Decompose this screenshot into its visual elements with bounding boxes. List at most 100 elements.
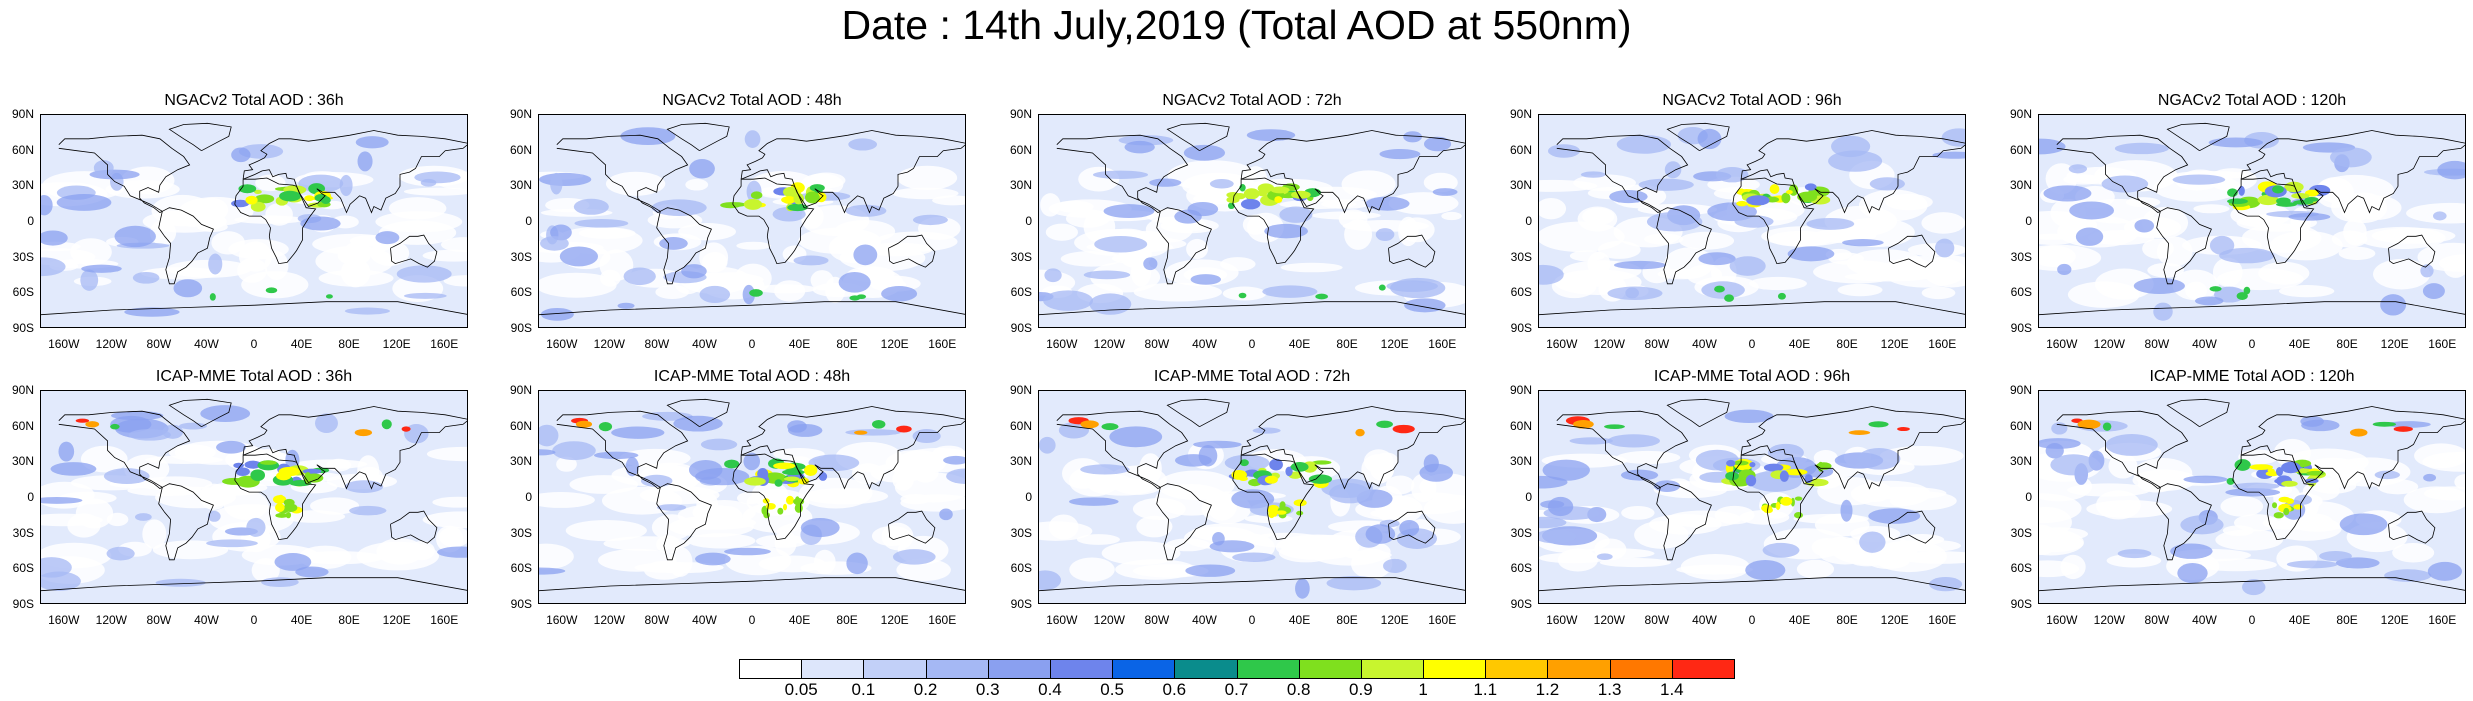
longitude-label: 160W xyxy=(2046,613,2078,627)
aod-smoke-plume xyxy=(2372,421,2397,427)
longitude-label: 40E xyxy=(2288,613,2311,627)
aod-dust-plume xyxy=(244,460,262,469)
aod-map-svg xyxy=(1039,391,1465,603)
aod-moderate-patch xyxy=(838,271,871,293)
aod-moderate-patch xyxy=(1625,287,1639,299)
aod-low-patch xyxy=(1048,514,1079,540)
aod-low-patch xyxy=(2216,268,2304,291)
aod-low-patch xyxy=(1923,255,1965,288)
latitude-label: 60N xyxy=(1509,142,1532,157)
longitude-label: 40W xyxy=(2192,337,2217,351)
aod-moderate-patch xyxy=(787,420,807,433)
aod-low-patch xyxy=(1040,193,1061,217)
aod-moderate-patch xyxy=(939,508,953,521)
longitude-label: 80E xyxy=(1336,337,1358,351)
longitude-label: 160W xyxy=(48,613,80,627)
coastline xyxy=(58,410,191,489)
aod-low-patch xyxy=(1045,223,1078,241)
latitude-label: 90S xyxy=(1510,321,1532,335)
aod-low-patch xyxy=(742,502,813,533)
longitude-label: 120W xyxy=(95,613,127,627)
colorbar-label: 1.1 xyxy=(1473,680,1498,699)
coastline xyxy=(2056,134,2189,213)
aod-moderate-patch xyxy=(349,505,387,516)
aod-seasalt-patch xyxy=(209,293,216,301)
aod-low-patch xyxy=(715,505,740,519)
coastline xyxy=(1156,483,1212,561)
longitude-label: 40E xyxy=(1288,337,1311,351)
aod-moderate-patch xyxy=(744,130,761,148)
coastline xyxy=(1240,406,1465,490)
aod-low-patch xyxy=(539,543,574,570)
aod-moderate-patch xyxy=(179,422,207,430)
aod-dust-plume xyxy=(2291,193,2310,199)
aod-moderate-patch xyxy=(1069,497,1119,506)
aod-dust-plume xyxy=(781,196,791,203)
aod-moderate-patch xyxy=(1232,552,1276,562)
aod-map-svg xyxy=(2039,115,2465,327)
aod-low-patch xyxy=(2195,558,2277,572)
aod-map xyxy=(40,390,468,604)
longitude-label: 120W xyxy=(593,337,625,351)
aod-moderate-patch xyxy=(1638,178,1694,191)
aod-dust-plume xyxy=(750,191,763,200)
aod-dust-plume xyxy=(276,471,292,481)
aod-low-patch xyxy=(2067,483,2151,497)
coastline xyxy=(1166,398,1230,428)
colorbar-swatch xyxy=(801,659,865,679)
latitude-label: 60N xyxy=(1509,418,1532,433)
aod-biomass-plume xyxy=(765,502,776,510)
aod-dust-plume xyxy=(2265,471,2279,477)
longitude-label: 40W xyxy=(692,337,717,351)
aod-low-patch xyxy=(2193,204,2230,214)
aod-dust-plume xyxy=(2234,459,2251,471)
colorbar-swatch xyxy=(1049,659,1114,679)
aod-moderate-patch xyxy=(539,567,566,575)
aod-moderate-patch xyxy=(208,253,223,275)
aod-dust-plume xyxy=(1786,190,1793,195)
aod-moderate-patch xyxy=(206,539,258,548)
aod-moderate-patch xyxy=(2194,296,2224,306)
aod-dust-plume xyxy=(2281,461,2301,474)
colorbar-label: 0.7 xyxy=(1224,680,1249,699)
longitude-label: 80E xyxy=(836,337,858,351)
longitude-label: 160W xyxy=(546,613,578,627)
aod-moderate-patch xyxy=(593,451,639,459)
longitude-label: 120E xyxy=(880,613,909,627)
aod-dust-plume xyxy=(787,203,808,212)
aod-dust-plume xyxy=(743,198,763,210)
coastline xyxy=(1556,134,1689,213)
longitude-label: 0 xyxy=(748,337,756,351)
longitude-label: 40W xyxy=(1692,613,1717,627)
aod-moderate-patch xyxy=(2170,543,2213,559)
colorbar-swatch xyxy=(1485,659,1549,679)
longitude-label: 40W xyxy=(194,613,219,627)
aod-smoke-plume xyxy=(1376,420,1393,428)
coastline xyxy=(2166,398,2230,428)
longitude-label: 0 xyxy=(748,613,756,627)
aod-low-patch xyxy=(1857,482,1893,502)
aod-low-patch xyxy=(2067,281,2140,308)
aod-moderate-patch xyxy=(1365,196,1410,211)
aod-low-patch xyxy=(1749,276,1807,291)
aod-moderate-patch xyxy=(2068,164,2088,174)
coastline xyxy=(1539,577,1965,592)
aod-moderate-patch xyxy=(1399,519,1420,537)
aod-moderate-patch xyxy=(539,424,559,447)
coastline xyxy=(1888,234,1936,268)
aod-moderate-patch xyxy=(846,552,868,575)
aod-dust-plume xyxy=(2293,200,2314,205)
aod-biomass-plume xyxy=(763,512,770,519)
aod-moderate-patch xyxy=(1039,436,1056,454)
aod-smoke-plume xyxy=(1897,427,1910,432)
longitude-label: 160E xyxy=(1928,613,1957,627)
latitude-label: 30S xyxy=(1510,249,1532,264)
aod-moderate-patch xyxy=(2301,419,2340,432)
longitude-label: 160E xyxy=(928,337,957,351)
aod-map xyxy=(1038,114,1466,328)
aod-map-svg xyxy=(41,115,467,327)
aod-dust-plume xyxy=(260,460,277,465)
coastline xyxy=(1156,207,1212,285)
aod-low-patch xyxy=(2414,443,2465,469)
aod-biomass-plume xyxy=(1275,510,1287,515)
